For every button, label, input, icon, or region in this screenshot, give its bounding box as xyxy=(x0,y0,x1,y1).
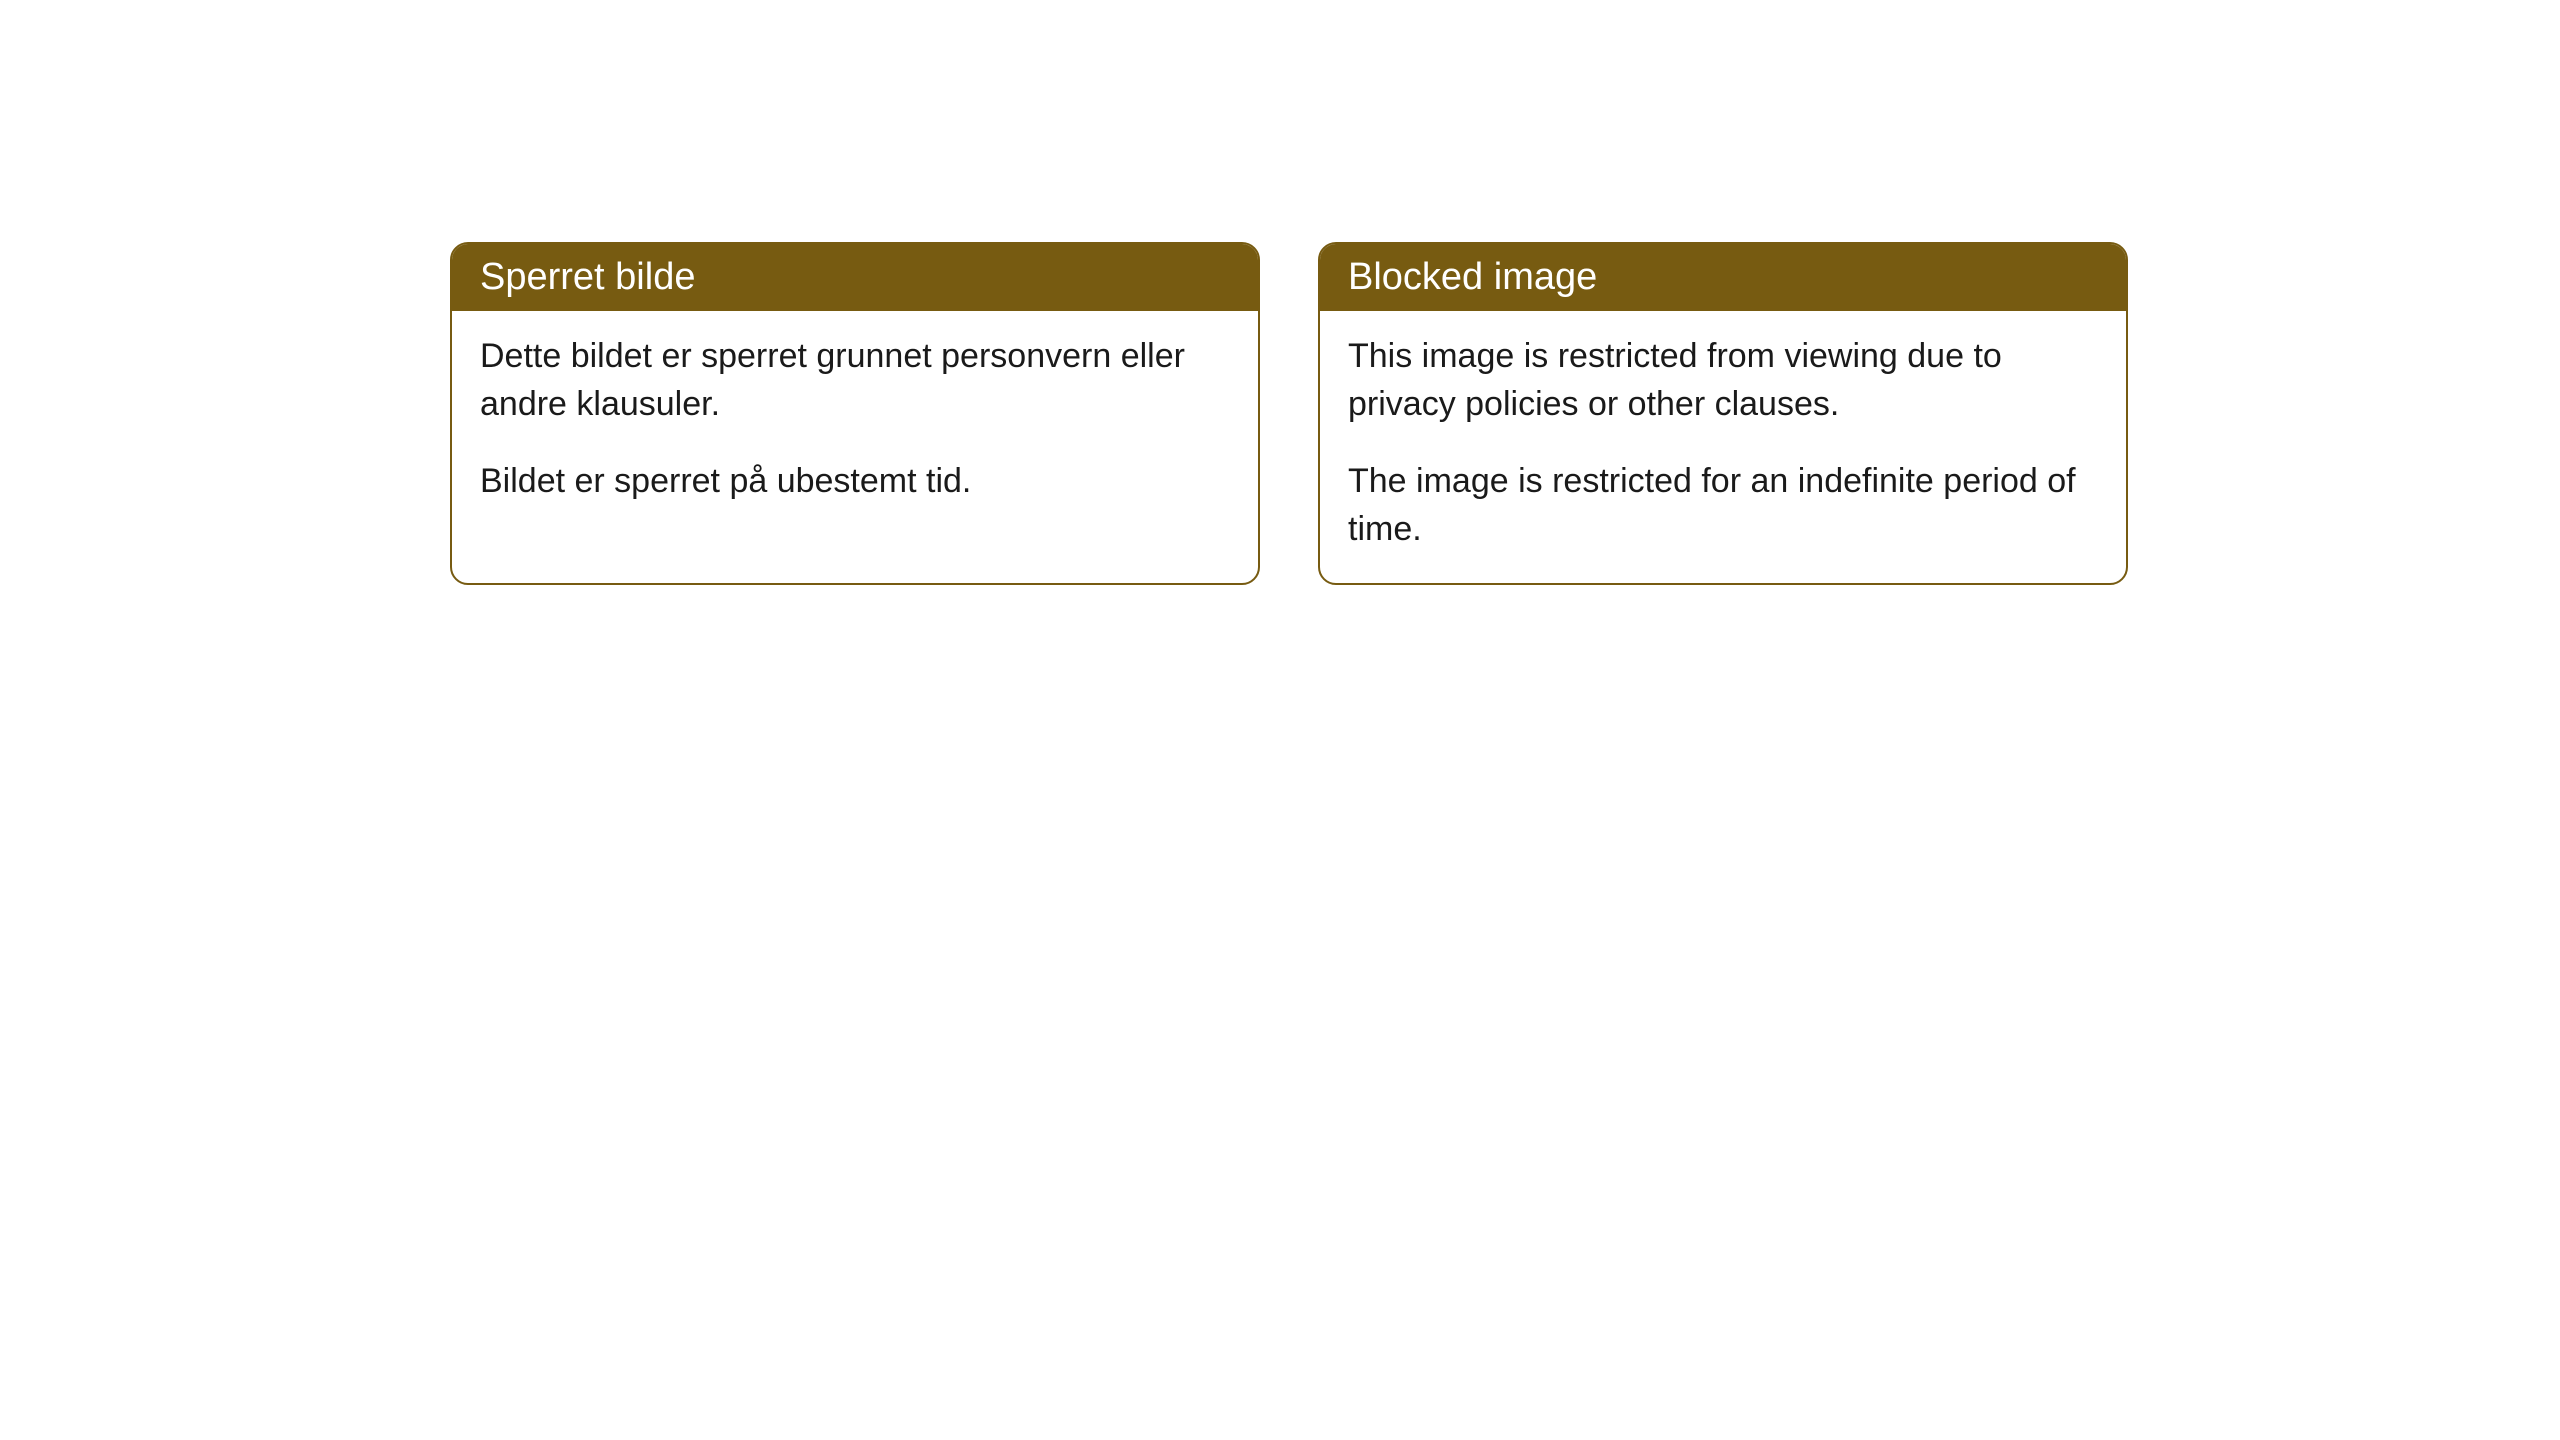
notice-paragraph-2: The image is restricted for an indefinit… xyxy=(1348,458,2098,553)
notice-title: Sperret bilde xyxy=(452,244,1258,311)
notice-body: This image is restricted from viewing du… xyxy=(1320,311,2126,583)
notice-card-norwegian: Sperret bilde Dette bildet er sperret gr… xyxy=(450,242,1260,585)
notice-container: Sperret bilde Dette bildet er sperret gr… xyxy=(450,242,2128,585)
notice-title: Blocked image xyxy=(1320,244,2126,311)
notice-body: Dette bildet er sperret grunnet personve… xyxy=(452,311,1258,536)
notice-card-english: Blocked image This image is restricted f… xyxy=(1318,242,2128,585)
notice-paragraph-1: Dette bildet er sperret grunnet personve… xyxy=(480,333,1230,428)
notice-paragraph-2: Bildet er sperret på ubestemt tid. xyxy=(480,458,1230,506)
notice-paragraph-1: This image is restricted from viewing du… xyxy=(1348,333,2098,428)
